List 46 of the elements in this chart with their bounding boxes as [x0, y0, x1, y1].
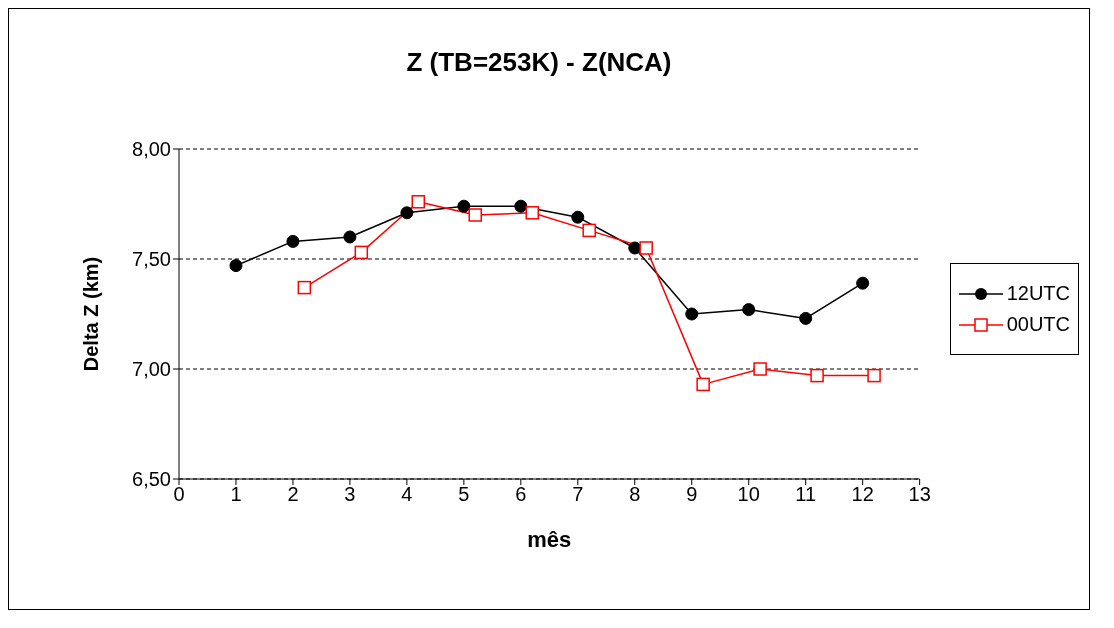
- point: [457, 199, 471, 213]
- y-tick-label: 6,50: [132, 468, 171, 491]
- x-tick-label: 2: [287, 483, 299, 506]
- x-tick-label: 13: [908, 483, 931, 506]
- point: [514, 199, 528, 213]
- point: [856, 276, 870, 290]
- point: [343, 230, 357, 244]
- legend-label: 00UTC: [1006, 313, 1070, 336]
- point: [685, 307, 699, 321]
- x-tick-label: 0: [173, 483, 185, 506]
- x-tick-label: 1: [230, 483, 242, 506]
- point: [571, 210, 585, 224]
- x-tick-label: 11: [795, 483, 817, 506]
- y-tick-label: 8,00: [132, 138, 171, 161]
- chart-title: Z (TB=253K) - Z(NCA): [405, 47, 673, 78]
- point: [286, 234, 300, 248]
- x-tick-label: 6: [515, 483, 527, 506]
- point: [696, 377, 710, 392]
- point: [810, 368, 824, 383]
- y-tick-label: 7,00: [132, 358, 171, 381]
- point: [468, 208, 483, 222]
- x-tick-label: 4: [401, 483, 413, 506]
- x-tick-label: 10: [737, 483, 760, 506]
- point: [354, 245, 369, 260]
- point: [229, 259, 243, 273]
- y-axis-title: Delta Z (km): [80, 256, 103, 372]
- point: [411, 195, 426, 209]
- point: [742, 303, 756, 317]
- x-tick-label: 9: [686, 483, 698, 506]
- x-tick-label: 5: [458, 483, 470, 506]
- point: [525, 206, 539, 220]
- x-tick-label: 8: [629, 483, 641, 506]
- y-tick-label: 7,50: [132, 248, 171, 271]
- point: [799, 311, 813, 325]
- x-tick-label: 3: [344, 483, 356, 506]
- point: [582, 223, 596, 238]
- x-tick-label: 7: [572, 483, 584, 506]
- x-tick-label: 12: [851, 483, 874, 506]
- x-axis-title: mês: [527, 526, 572, 552]
- legend-label: 12UTC: [1006, 282, 1070, 305]
- point: [753, 362, 767, 376]
- point: [639, 241, 653, 255]
- point: [628, 241, 642, 255]
- point: [400, 206, 414, 220]
- point: [297, 280, 312, 295]
- point: [867, 368, 881, 383]
